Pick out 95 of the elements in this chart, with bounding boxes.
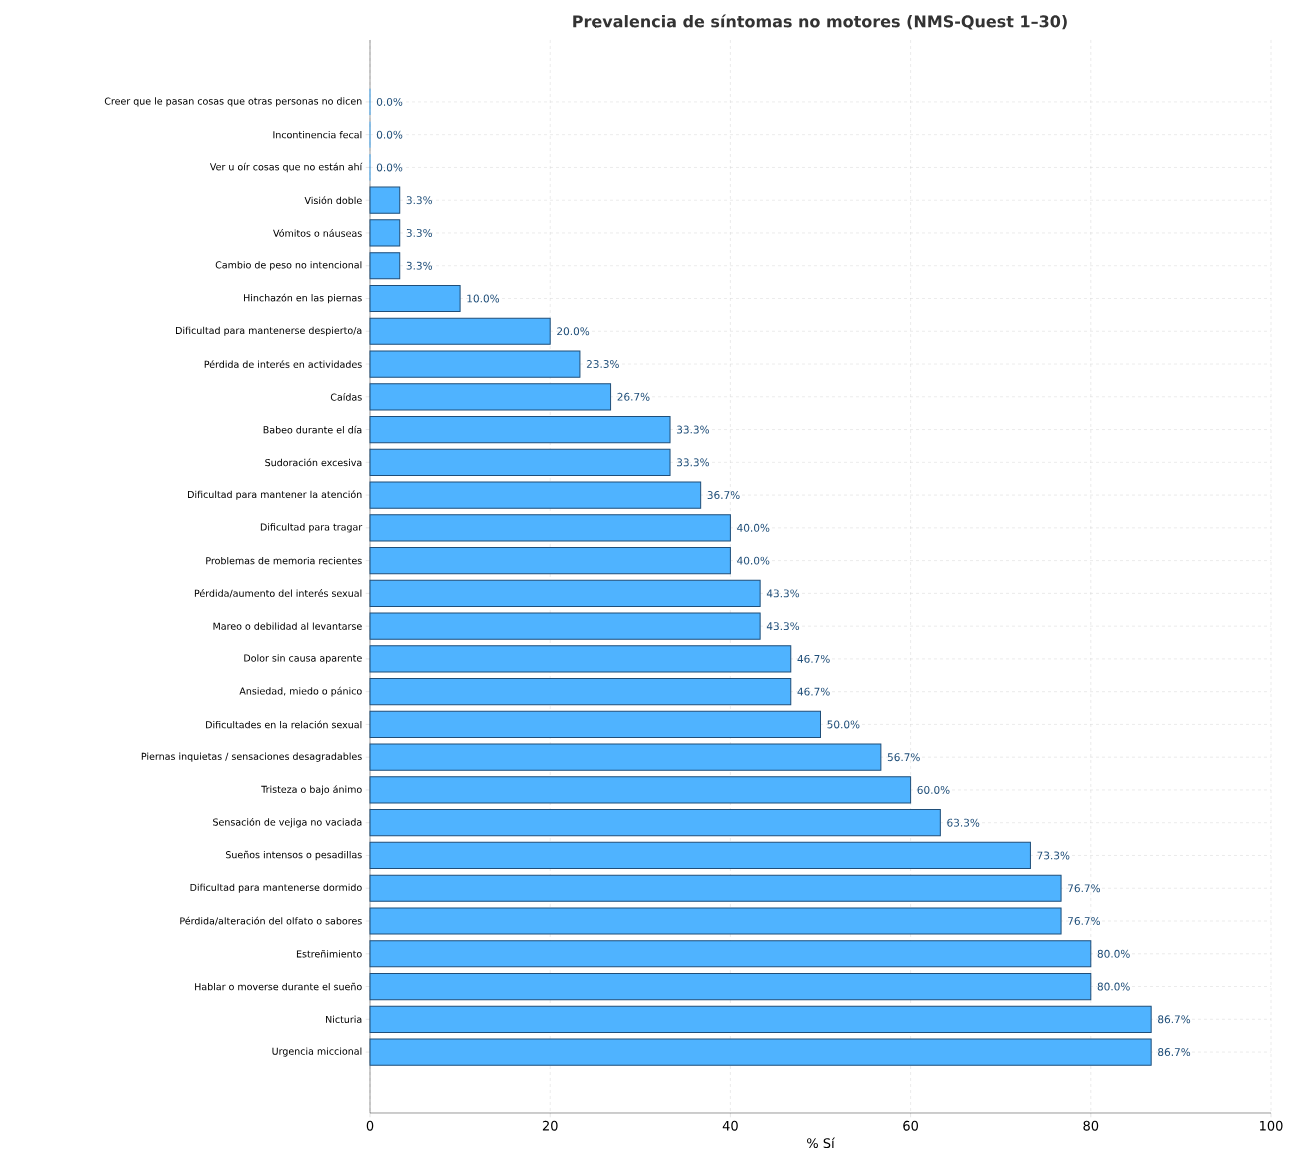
data-label: 40.0% xyxy=(737,556,770,565)
data-label: 10.0% xyxy=(467,294,500,303)
y-tick-label: Dolor sin causa aparente xyxy=(244,654,362,664)
data-label: 33.3% xyxy=(677,425,709,434)
data-label: 33.3% xyxy=(677,458,709,467)
y-tick-label: Sudoración excesiva xyxy=(265,458,362,467)
data-label: 0.0% xyxy=(376,130,403,139)
bar xyxy=(369,514,731,542)
bar xyxy=(369,940,1092,968)
bar xyxy=(369,809,941,837)
x-tick-label: 100 xyxy=(1260,1120,1283,1131)
data-label: 80.0% xyxy=(1097,949,1130,958)
x-tick-label: 20 xyxy=(542,1120,558,1131)
bar xyxy=(369,1005,1152,1033)
data-label: 86.7% xyxy=(1158,1015,1191,1024)
data-label: 73.3% xyxy=(1037,851,1070,860)
bar xyxy=(369,547,731,575)
y-tick-label: Ver u oír cosas que no están ahí xyxy=(209,162,363,173)
bar xyxy=(369,579,761,607)
x-tick-label: 80 xyxy=(1083,1120,1099,1131)
data-label: 36.7% xyxy=(707,491,740,500)
bar xyxy=(369,186,401,214)
bar xyxy=(369,841,1031,870)
bar xyxy=(369,481,702,509)
y-tick-label: Estreñimiento xyxy=(296,950,362,958)
data-label: 3.3% xyxy=(406,196,433,205)
data-label: 0.0% xyxy=(376,97,403,106)
data-label: 76.7% xyxy=(1068,884,1101,893)
bar xyxy=(369,612,761,640)
data-label: 56.7% xyxy=(887,753,920,762)
x-tick-label: 60 xyxy=(903,1120,918,1131)
data-label: 0.0% xyxy=(376,163,403,172)
data-label: 46.7% xyxy=(797,687,830,696)
bar xyxy=(369,383,612,411)
bar xyxy=(369,743,882,771)
bar xyxy=(369,710,821,739)
bar xyxy=(369,645,792,673)
y-tick-label: Babeo durante el día xyxy=(263,425,362,434)
y-tick-label: Caídas xyxy=(330,392,362,401)
data-label: 43.3% xyxy=(766,589,800,598)
y-tick-label: Pérdida de interés en actividades xyxy=(204,360,362,368)
y-tick-label: Dificultad para tragar xyxy=(260,523,363,533)
bar xyxy=(369,907,1062,935)
data-label: 80.0% xyxy=(1097,982,1130,991)
y-tick-label: Dificultades en la relación sexual xyxy=(206,720,362,729)
y-tick-label: Urgencia miccional xyxy=(272,1047,362,1057)
y-tick-label: Cambio de peso no intencional xyxy=(215,261,362,271)
data-label: 60.0% xyxy=(917,785,950,794)
bar xyxy=(369,317,551,345)
y-tick-label: Visión doble xyxy=(304,196,362,205)
data-label: 20.0% xyxy=(557,327,590,336)
y-tick-label: Incontinencia fecal xyxy=(273,131,362,139)
y-tick-label: Hablar o moverse durante el sueño xyxy=(195,982,362,991)
y-tick-label: Hinchazón en las piernas xyxy=(244,293,362,304)
x-axis-title: % Sí xyxy=(807,1137,836,1149)
bar xyxy=(369,219,401,247)
bar xyxy=(369,972,1092,1001)
y-tick-label: Piernas inquietas / sensaciones desagradables xyxy=(141,752,362,762)
bar xyxy=(369,284,461,313)
data-label: 43.3% xyxy=(766,622,800,631)
y-tick-label: Ansiedad, miedo o pánico xyxy=(239,686,362,697)
bar xyxy=(369,448,671,476)
bar xyxy=(369,415,671,444)
bar xyxy=(369,350,581,378)
bar xyxy=(369,874,1062,902)
data-label: 76.7% xyxy=(1068,917,1101,925)
y-tick-label: Dificultad para mantenerse dormido xyxy=(190,883,362,893)
y-tick-label: Tristeza o bajo ánimo xyxy=(261,785,362,795)
y-tick-label: Sensación de vejiga no vaciada xyxy=(213,817,362,828)
data-label: 3.3% xyxy=(406,229,433,237)
x-tick-label: 0 xyxy=(366,1120,374,1131)
bar xyxy=(369,1038,1152,1066)
x-tick-label: 40 xyxy=(722,1120,738,1131)
data-label: 46.7% xyxy=(797,654,830,663)
y-tick-label: Problemas de memoria recientes xyxy=(206,556,362,565)
y-tick-label: Sueños intensos o pesadillas xyxy=(225,850,362,861)
y-tick-label: Pérdida/alteración del olfato o sabores xyxy=(180,916,362,926)
y-tick-label: Pérdida/aumento del interés sexual xyxy=(194,589,362,598)
y-tick-label: Mareo o debilidad al levantarse xyxy=(213,622,362,630)
chart-title: Prevalencia de síntomas no motores (NMS-Quest 1–30) xyxy=(573,14,1067,30)
y-tick-label: Dificultad para mantener la atención xyxy=(188,490,362,500)
data-label: 26.7% xyxy=(617,392,650,401)
y-tick-label: Vómitos o náuseas xyxy=(273,229,362,237)
data-label: 3.3% xyxy=(406,261,433,270)
data-label: 23.3% xyxy=(586,360,619,368)
y-tick-label: Nicturia xyxy=(326,1015,362,1023)
y-tick-label: Creer que le pasan cosas que otras personas no dicen xyxy=(104,97,362,107)
data-label: 50.0% xyxy=(827,720,860,729)
data-label: 40.0% xyxy=(737,523,770,532)
data-label: 86.7% xyxy=(1158,1048,1191,1057)
bar xyxy=(369,678,792,706)
bar xyxy=(369,776,912,804)
y-tick-label: Dificultad para mantenerse despierto/a xyxy=(176,326,362,336)
data-label: 63.3% xyxy=(947,818,980,827)
bar xyxy=(369,252,401,280)
